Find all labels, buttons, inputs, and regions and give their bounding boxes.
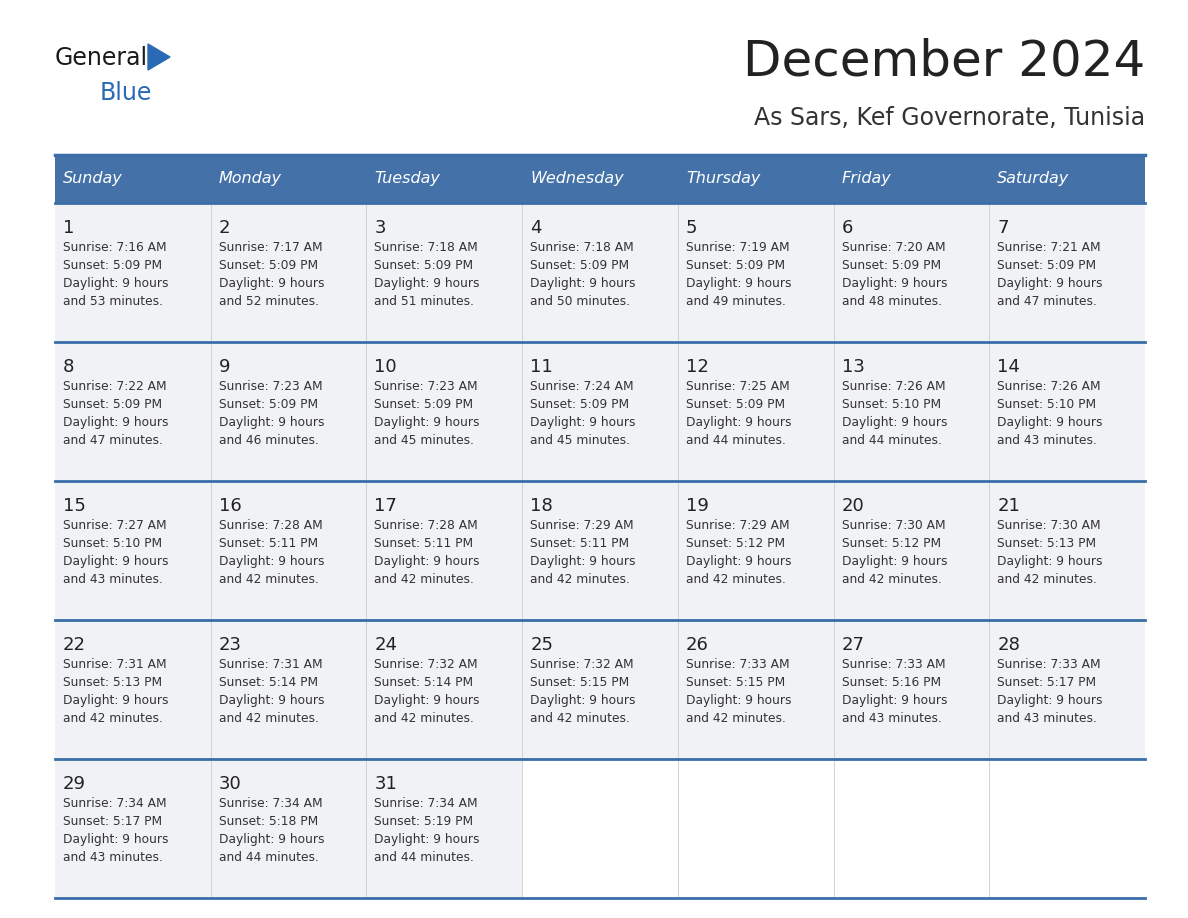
Text: Sunrise: 7:24 AM
Sunset: 5:09 PM
Daylight: 9 hours
and 45 minutes.: Sunrise: 7:24 AM Sunset: 5:09 PM Dayligh… [530, 380, 636, 447]
Text: Sunrise: 7:17 AM
Sunset: 5:09 PM
Daylight: 9 hours
and 52 minutes.: Sunrise: 7:17 AM Sunset: 5:09 PM Dayligh… [219, 241, 324, 308]
Text: 6: 6 [841, 219, 853, 237]
Text: Sunday: Sunday [63, 172, 122, 186]
Text: 7: 7 [997, 219, 1009, 237]
Text: 18: 18 [530, 497, 552, 515]
Text: 23: 23 [219, 636, 241, 654]
Text: 31: 31 [374, 775, 397, 793]
Text: Sunrise: 7:31 AM
Sunset: 5:13 PM
Daylight: 9 hours
and 42 minutes.: Sunrise: 7:31 AM Sunset: 5:13 PM Dayligh… [63, 658, 169, 725]
Text: Sunrise: 7:19 AM
Sunset: 5:09 PM
Daylight: 9 hours
and 49 minutes.: Sunrise: 7:19 AM Sunset: 5:09 PM Dayligh… [685, 241, 791, 308]
Text: As Sars, Kef Governorate, Tunisia: As Sars, Kef Governorate, Tunisia [754, 106, 1145, 130]
Text: 8: 8 [63, 358, 75, 376]
Text: 26: 26 [685, 636, 709, 654]
Polygon shape [148, 44, 170, 70]
Text: 13: 13 [841, 358, 865, 376]
Text: Sunrise: 7:34 AM
Sunset: 5:18 PM
Daylight: 9 hours
and 44 minutes.: Sunrise: 7:34 AM Sunset: 5:18 PM Dayligh… [219, 797, 324, 864]
Text: General: General [55, 46, 148, 70]
Text: Sunrise: 7:26 AM
Sunset: 5:10 PM
Daylight: 9 hours
and 44 minutes.: Sunrise: 7:26 AM Sunset: 5:10 PM Dayligh… [841, 380, 947, 447]
Text: 30: 30 [219, 775, 241, 793]
Text: Wednesday: Wednesday [530, 172, 624, 186]
Bar [834, 759, 990, 898]
Text: 11: 11 [530, 358, 552, 376]
Text: Sunrise: 7:34 AM
Sunset: 5:17 PM
Daylight: 9 hours
and 43 minutes.: Sunrise: 7:34 AM Sunset: 5:17 PM Dayligh… [63, 797, 169, 864]
Text: Saturday: Saturday [997, 172, 1069, 186]
Text: Sunrise: 7:21 AM
Sunset: 5:09 PM
Daylight: 9 hours
and 47 minutes.: Sunrise: 7:21 AM Sunset: 5:09 PM Dayligh… [997, 241, 1102, 308]
Text: 15: 15 [63, 497, 86, 515]
Text: Sunrise: 7:29 AM
Sunset: 5:11 PM
Daylight: 9 hours
and 42 minutes.: Sunrise: 7:29 AM Sunset: 5:11 PM Dayligh… [530, 519, 636, 586]
Text: Monday: Monday [219, 172, 282, 186]
Text: Sunrise: 7:23 AM
Sunset: 5:09 PM
Daylight: 9 hours
and 46 minutes.: Sunrise: 7:23 AM Sunset: 5:09 PM Dayligh… [219, 380, 324, 447]
Text: 16: 16 [219, 497, 241, 515]
Text: Thursday: Thursday [685, 172, 760, 186]
Text: Sunrise: 7:33 AM
Sunset: 5:15 PM
Daylight: 9 hours
and 42 minutes.: Sunrise: 7:33 AM Sunset: 5:15 PM Dayligh… [685, 658, 791, 725]
Bar [55, 620, 1145, 759]
Text: Sunrise: 7:28 AM
Sunset: 5:11 PM
Daylight: 9 hours
and 42 minutes.: Sunrise: 7:28 AM Sunset: 5:11 PM Dayligh… [374, 519, 480, 586]
Text: 17: 17 [374, 497, 397, 515]
Text: Sunrise: 7:31 AM
Sunset: 5:14 PM
Daylight: 9 hours
and 42 minutes.: Sunrise: 7:31 AM Sunset: 5:14 PM Dayligh… [219, 658, 324, 725]
Text: Sunrise: 7:29 AM
Sunset: 5:12 PM
Daylight: 9 hours
and 42 minutes.: Sunrise: 7:29 AM Sunset: 5:12 PM Dayligh… [685, 519, 791, 586]
Bar [990, 759, 1145, 898]
Text: Blue: Blue [100, 81, 152, 105]
Text: 20: 20 [841, 497, 865, 515]
Text: 5: 5 [685, 219, 697, 237]
Bar [55, 342, 1145, 481]
Text: 22: 22 [63, 636, 86, 654]
Text: 24: 24 [374, 636, 398, 654]
Text: Sunrise: 7:30 AM
Sunset: 5:13 PM
Daylight: 9 hours
and 42 minutes.: Sunrise: 7:30 AM Sunset: 5:13 PM Dayligh… [997, 519, 1102, 586]
Text: Sunrise: 7:18 AM
Sunset: 5:09 PM
Daylight: 9 hours
and 51 minutes.: Sunrise: 7:18 AM Sunset: 5:09 PM Dayligh… [374, 241, 480, 308]
Bar [678, 759, 834, 898]
Text: 2: 2 [219, 219, 230, 237]
Text: Sunrise: 7:25 AM
Sunset: 5:09 PM
Daylight: 9 hours
and 44 minutes.: Sunrise: 7:25 AM Sunset: 5:09 PM Dayligh… [685, 380, 791, 447]
Text: 1: 1 [63, 219, 75, 237]
Bar [55, 481, 1145, 620]
Text: 29: 29 [63, 775, 86, 793]
Text: 28: 28 [997, 636, 1020, 654]
Text: Sunrise: 7:18 AM
Sunset: 5:09 PM
Daylight: 9 hours
and 50 minutes.: Sunrise: 7:18 AM Sunset: 5:09 PM Dayligh… [530, 241, 636, 308]
Text: 10: 10 [374, 358, 397, 376]
Bar [55, 203, 1145, 342]
Bar [55, 759, 1145, 898]
Bar [55, 155, 1145, 203]
Text: Sunrise: 7:33 AM
Sunset: 5:17 PM
Daylight: 9 hours
and 43 minutes.: Sunrise: 7:33 AM Sunset: 5:17 PM Dayligh… [997, 658, 1102, 725]
Text: 21: 21 [997, 497, 1020, 515]
Text: Sunrise: 7:16 AM
Sunset: 5:09 PM
Daylight: 9 hours
and 53 minutes.: Sunrise: 7:16 AM Sunset: 5:09 PM Dayligh… [63, 241, 169, 308]
Text: 3: 3 [374, 219, 386, 237]
Text: 27: 27 [841, 636, 865, 654]
Text: 14: 14 [997, 358, 1020, 376]
Text: 19: 19 [685, 497, 709, 515]
Text: Sunrise: 7:23 AM
Sunset: 5:09 PM
Daylight: 9 hours
and 45 minutes.: Sunrise: 7:23 AM Sunset: 5:09 PM Dayligh… [374, 380, 480, 447]
Text: 12: 12 [685, 358, 709, 376]
Text: Friday: Friday [841, 172, 891, 186]
Text: Tuesday: Tuesday [374, 172, 441, 186]
Text: Sunrise: 7:20 AM
Sunset: 5:09 PM
Daylight: 9 hours
and 48 minutes.: Sunrise: 7:20 AM Sunset: 5:09 PM Dayligh… [841, 241, 947, 308]
Text: Sunrise: 7:32 AM
Sunset: 5:14 PM
Daylight: 9 hours
and 42 minutes.: Sunrise: 7:32 AM Sunset: 5:14 PM Dayligh… [374, 658, 480, 725]
Text: 4: 4 [530, 219, 542, 237]
Text: December 2024: December 2024 [742, 38, 1145, 86]
Bar [523, 759, 678, 898]
Text: Sunrise: 7:30 AM
Sunset: 5:12 PM
Daylight: 9 hours
and 42 minutes.: Sunrise: 7:30 AM Sunset: 5:12 PM Dayligh… [841, 519, 947, 586]
Text: 9: 9 [219, 358, 230, 376]
Text: 25: 25 [530, 636, 554, 654]
Text: Sunrise: 7:33 AM
Sunset: 5:16 PM
Daylight: 9 hours
and 43 minutes.: Sunrise: 7:33 AM Sunset: 5:16 PM Dayligh… [841, 658, 947, 725]
Text: Sunrise: 7:26 AM
Sunset: 5:10 PM
Daylight: 9 hours
and 43 minutes.: Sunrise: 7:26 AM Sunset: 5:10 PM Dayligh… [997, 380, 1102, 447]
Text: Sunrise: 7:28 AM
Sunset: 5:11 PM
Daylight: 9 hours
and 42 minutes.: Sunrise: 7:28 AM Sunset: 5:11 PM Dayligh… [219, 519, 324, 586]
Text: Sunrise: 7:22 AM
Sunset: 5:09 PM
Daylight: 9 hours
and 47 minutes.: Sunrise: 7:22 AM Sunset: 5:09 PM Dayligh… [63, 380, 169, 447]
Text: Sunrise: 7:34 AM
Sunset: 5:19 PM
Daylight: 9 hours
and 44 minutes.: Sunrise: 7:34 AM Sunset: 5:19 PM Dayligh… [374, 797, 480, 864]
Text: Sunrise: 7:32 AM
Sunset: 5:15 PM
Daylight: 9 hours
and 42 minutes.: Sunrise: 7:32 AM Sunset: 5:15 PM Dayligh… [530, 658, 636, 725]
Text: Sunrise: 7:27 AM
Sunset: 5:10 PM
Daylight: 9 hours
and 43 minutes.: Sunrise: 7:27 AM Sunset: 5:10 PM Dayligh… [63, 519, 169, 586]
